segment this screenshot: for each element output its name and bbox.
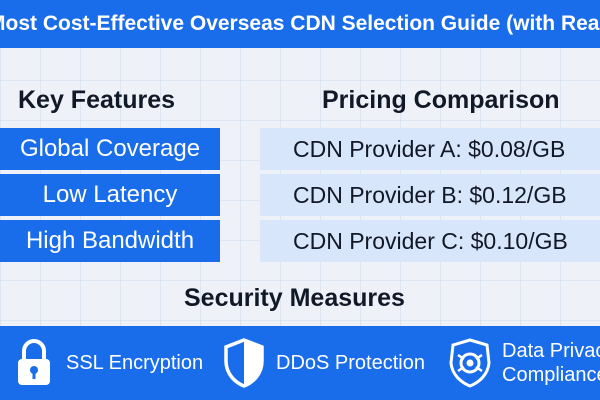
security-item-privacy: Data Privacy Compliance <box>448 326 600 400</box>
privacy-shield-icon <box>449 338 491 388</box>
data-privacy-line1: Data Privacy <box>502 340 600 362</box>
pricing-comparison-heading: Pricing Comparison <box>322 86 560 114</box>
price-provider-b: CDN Provider B: $0.12/GB <box>260 174 600 216</box>
price-provider-a-label: CDN Provider A: $0.08/GB <box>293 135 566 162</box>
page-title: Most Cost-Effective Overseas CDN Selecti… <box>0 12 600 35</box>
title-bar: Most Cost-Effective Overseas CDN Selecti… <box>0 0 600 48</box>
price-provider-a: CDN Provider A: $0.08/GB <box>260 128 600 170</box>
ddos-protection-label: DDoS Protection <box>276 352 425 374</box>
data-privacy-line2: Compliance <box>502 364 600 386</box>
feature-low-latency: Low Latency <box>0 174 220 216</box>
security-measures-heading: Security Measures <box>184 284 405 312</box>
price-provider-c: CDN Provider C: $0.10/GB <box>260 220 600 262</box>
shield-icon <box>224 338 264 388</box>
feature-global-coverage: Global Coverage <box>0 128 220 170</box>
ssl-encryption-label: SSL Encryption <box>66 352 204 374</box>
security-bar: SSL Encryption DDoS Protection Data Priv… <box>0 326 600 400</box>
price-provider-b-label: CDN Provider B: $0.12/GB <box>293 181 567 208</box>
security-item-ddos: DDoS Protection <box>222 326 425 400</box>
feature-high-bandwidth: High Bandwidth <box>0 220 220 262</box>
lock-icon <box>18 339 50 385</box>
data-privacy-label: Data Privacy Compliance <box>502 339 600 387</box>
key-features-heading: Key Features <box>18 86 176 114</box>
security-item-ssl: SSL Encryption <box>12 326 203 400</box>
price-provider-c-label: CDN Provider C: $0.10/GB <box>293 227 568 254</box>
